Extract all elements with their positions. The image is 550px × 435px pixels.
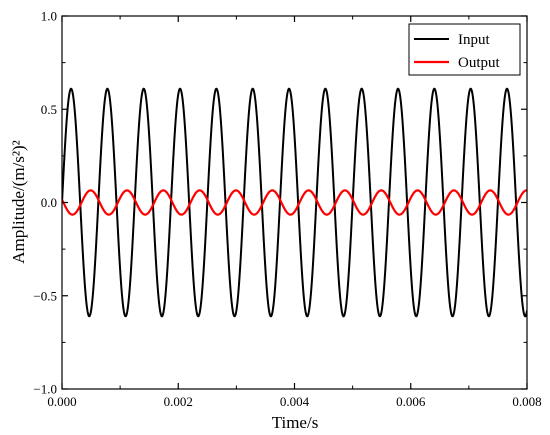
legend-label-output: Output — [458, 55, 501, 71]
legend-label-input: Input — [458, 32, 490, 48]
series-line-output — [62, 189, 527, 216]
x-axis-title: Time/s — [272, 413, 319, 432]
y-tick-label: 0.0 — [41, 195, 57, 210]
y-tick-label: −1.0 — [33, 382, 57, 397]
ticks-layer: 0.000 0.002 0.004 0.006 0.008 −1.0 −0.5 0.0 0.5 1… — [33, 9, 541, 410]
x-tick-label: 0.006 — [396, 394, 426, 409]
x-tick-label: 0.004 — [280, 394, 310, 409]
series-line-input — [62, 87, 527, 318]
y-tick-label: −0.5 — [33, 288, 57, 303]
x-tick-label: 0.002 — [164, 394, 193, 409]
legend-box — [408, 23, 521, 76]
y-axis-title: Amplitude/(m/s²)² — [9, 140, 28, 264]
legend: Input Output — [408, 23, 521, 76]
x-tick-label: 0.000 — [47, 394, 76, 409]
y-tick-label: 0.5 — [41, 102, 57, 117]
y-tick-label: 1.0 — [41, 9, 57, 24]
series-layer — [62, 87, 527, 318]
x-tick-label: 0.008 — [512, 394, 541, 409]
